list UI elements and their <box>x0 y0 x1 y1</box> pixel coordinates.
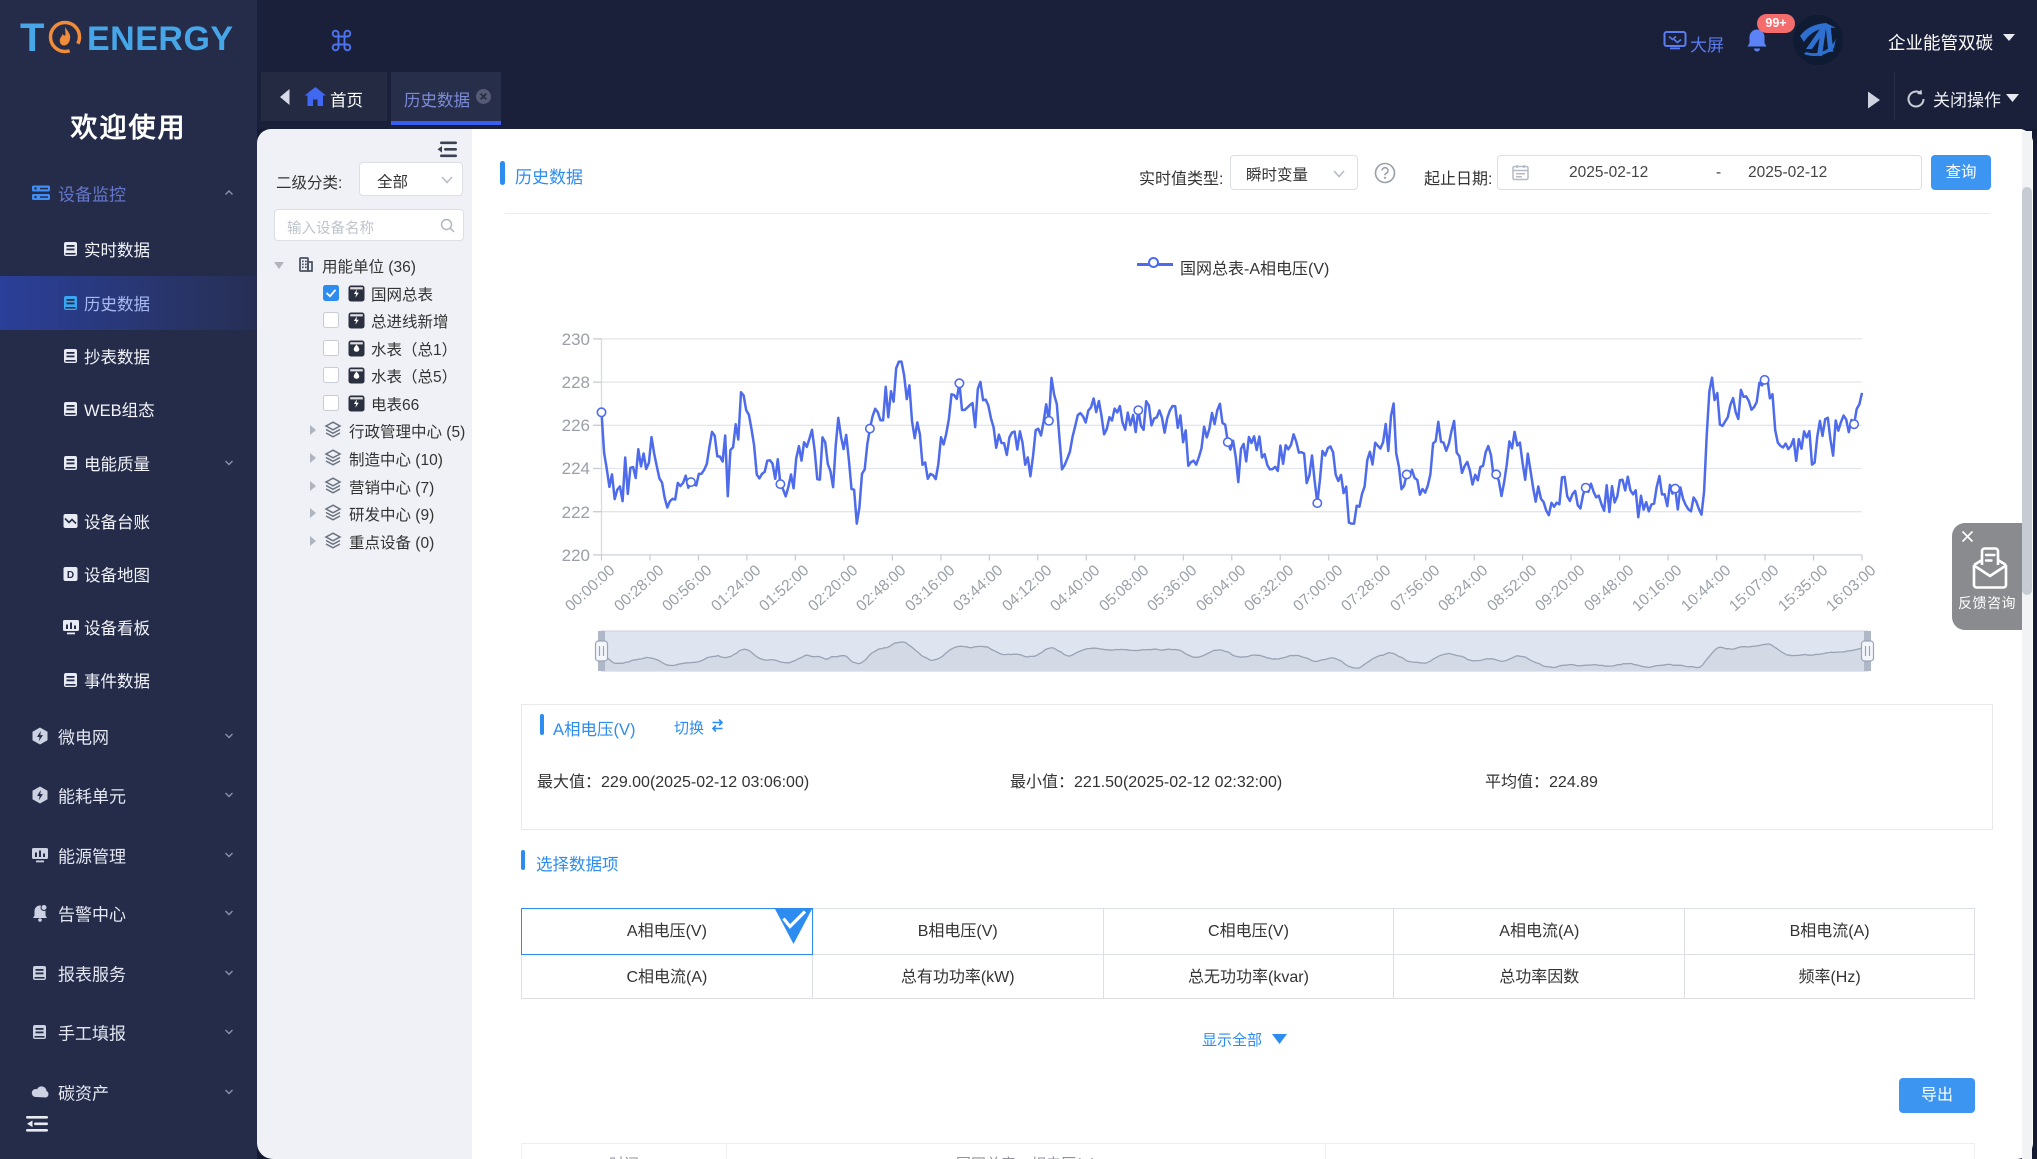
svg-text:D: D <box>67 570 74 581</box>
